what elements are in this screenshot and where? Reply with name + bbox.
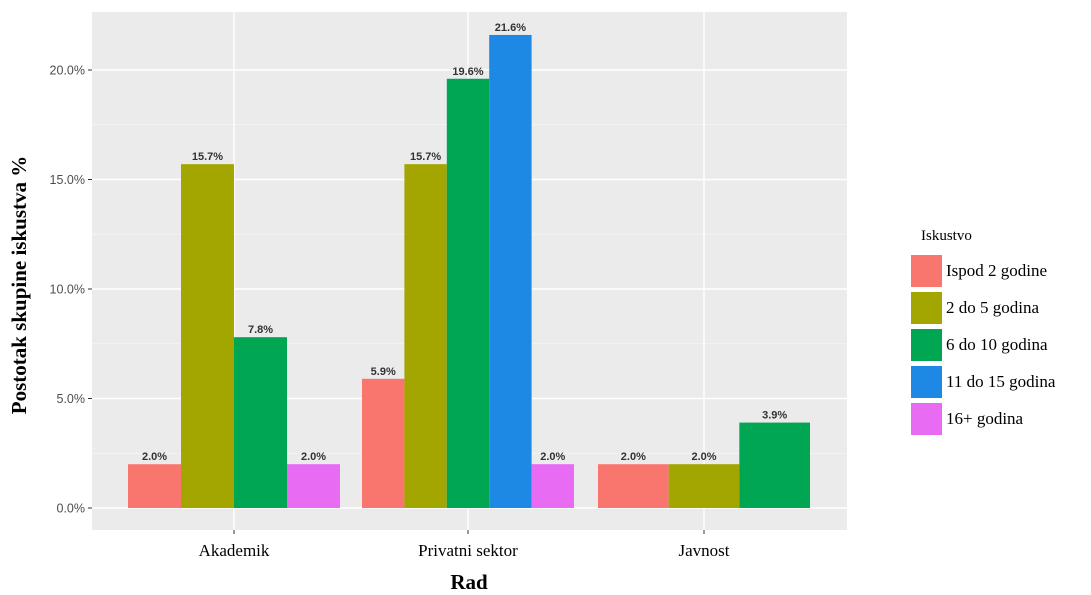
- x-axis-title: Rad: [450, 570, 488, 594]
- legend-swatch: [911, 403, 942, 435]
- bar: [598, 464, 669, 508]
- bar: [668, 464, 740, 508]
- legend-swatch: [911, 292, 942, 324]
- y-tick-label: 5.0%: [57, 392, 86, 406]
- x-tick-label: Privatni sektor: [418, 541, 518, 560]
- bar: [362, 378, 405, 508]
- data-label: 5.9%: [371, 366, 396, 378]
- data-label: 15.7%: [192, 151, 223, 163]
- legend-label: 11 do 15 godina: [946, 372, 1056, 391]
- bar: [404, 164, 447, 509]
- bar: [234, 337, 287, 508]
- bar: [181, 164, 234, 509]
- x-axis: Akademik Privatni sektor Javnost: [199, 530, 730, 560]
- legend-title: Iskustvo: [921, 228, 972, 244]
- legend-swatch: [911, 329, 942, 361]
- data-label: 15.7%: [410, 151, 441, 163]
- legend-swatch: [911, 366, 942, 398]
- data-label: 19.6%: [452, 66, 483, 78]
- bar: [287, 464, 340, 508]
- bar: [489, 34, 532, 509]
- data-label: 7.8%: [248, 324, 273, 336]
- y-tick-label: 20.0%: [50, 64, 85, 78]
- data-labels: 2.0% 15.7% 7.8% 2.0% 5.9% 15.7% 19.6% 21.6% 2.0%…: [142, 22, 787, 463]
- data-label: 2.0%: [142, 451, 167, 463]
- data-label: 2.0%: [540, 451, 565, 463]
- y-tick-label: 0.0%: [57, 502, 86, 516]
- legend-label: 16+ godina: [946, 409, 1024, 428]
- bar: [531, 464, 574, 508]
- legend: Iskustvo Ispod 2 godine 2 do 5 godina 6 do…: [911, 228, 1056, 435]
- y-tick-label: 10.0%: [50, 283, 85, 297]
- bar: [739, 422, 810, 508]
- bar: [446, 78, 490, 508]
- bars: [128, 34, 810, 509]
- data-label: 3.9%: [762, 410, 787, 422]
- x-tick-label: Javnost: [679, 541, 730, 560]
- legend-label: Ispod 2 godine: [946, 261, 1047, 280]
- bar: [128, 464, 181, 508]
- data-label: 2.0%: [621, 451, 646, 463]
- legend-items: Ispod 2 godine 2 do 5 godina 6 do 10 godin…: [911, 255, 1056, 435]
- data-label: 2.0%: [301, 451, 326, 463]
- x-tick-label: Akademik: [199, 541, 270, 560]
- legend-swatch: [911, 255, 942, 287]
- data-label: 2.0%: [691, 451, 716, 463]
- y-tick-label: 15.0%: [50, 173, 85, 187]
- legend-label: 6 do 10 godina: [946, 335, 1048, 354]
- legend-label: 2 do 5 godina: [946, 298, 1039, 317]
- data-label: 21.6%: [495, 22, 526, 34]
- y-axis: 0.0% 5.0% 10.0% 15.0% 20.0%: [50, 64, 92, 516]
- y-axis-title: Postotak skupine iskustva %: [7, 156, 31, 415]
